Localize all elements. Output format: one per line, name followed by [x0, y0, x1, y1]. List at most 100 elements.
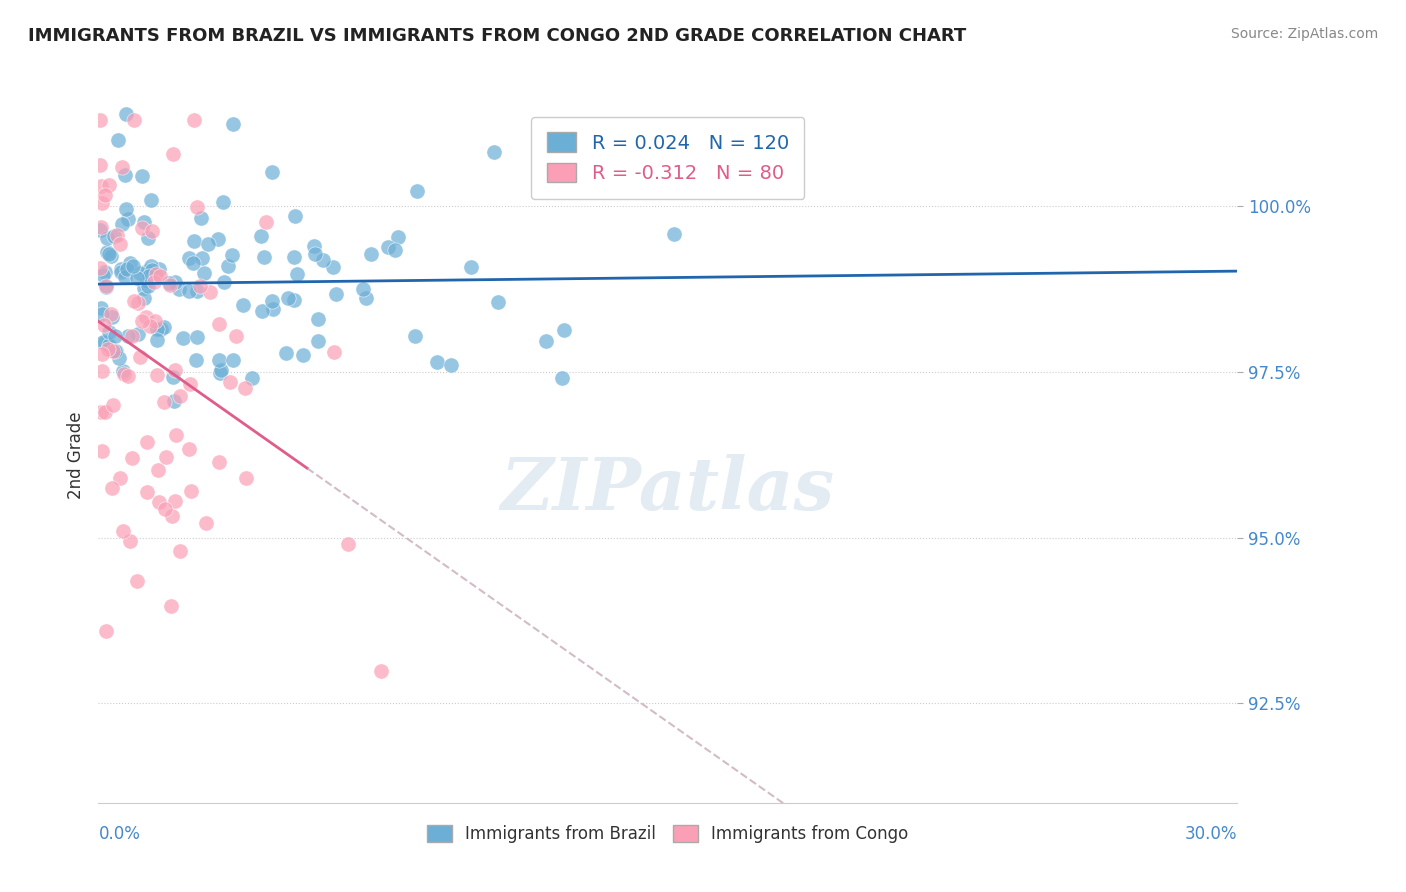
Point — [148, 495, 170, 509]
Point — [404, 329, 426, 343]
Point — [233, 381, 256, 395]
Point — [208, 366, 231, 380]
Point — [536, 334, 558, 348]
Point — [146, 368, 169, 382]
Point — [134, 291, 156, 305]
Point — [186, 200, 208, 214]
Point — [186, 330, 208, 344]
Legend: Immigrants from Brazil, Immigrants from Congo: Immigrants from Brazil, Immigrants from … — [420, 819, 915, 850]
Point — [94, 624, 117, 639]
Point — [103, 229, 125, 244]
Point — [97, 338, 120, 352]
Point — [91, 268, 114, 282]
Point — [307, 311, 329, 326]
Point — [90, 179, 112, 194]
Point — [232, 298, 254, 312]
Point — [105, 228, 128, 243]
Point — [406, 184, 429, 198]
Point — [91, 347, 114, 361]
Point — [101, 344, 124, 359]
Point — [121, 450, 143, 465]
Point — [89, 261, 111, 276]
Point — [96, 279, 118, 293]
Point — [222, 353, 245, 368]
Point — [486, 295, 509, 310]
Point — [360, 246, 382, 260]
Point — [117, 262, 139, 277]
Point — [111, 217, 134, 231]
Point — [132, 215, 155, 229]
Point — [212, 276, 235, 290]
Point — [183, 113, 205, 128]
Point — [129, 266, 152, 280]
Point — [136, 435, 159, 450]
Point — [120, 256, 142, 270]
Point — [162, 369, 184, 384]
Point — [352, 282, 374, 296]
Point — [93, 334, 115, 349]
Point — [179, 377, 201, 392]
Point — [98, 247, 121, 261]
Point — [165, 276, 187, 290]
Point — [146, 322, 169, 336]
Point — [262, 301, 284, 316]
Point — [162, 147, 184, 161]
Point — [207, 232, 229, 246]
Point — [141, 224, 163, 238]
Point — [104, 329, 127, 343]
Point — [307, 334, 329, 348]
Point — [131, 220, 153, 235]
Point — [217, 259, 239, 273]
Point — [96, 245, 118, 260]
Point — [114, 269, 136, 284]
Point — [193, 266, 215, 280]
Point — [304, 247, 326, 261]
Point — [89, 113, 111, 128]
Point — [91, 443, 114, 458]
Point — [90, 364, 112, 378]
Point — [208, 455, 231, 469]
Point — [180, 484, 202, 499]
Point — [145, 267, 167, 281]
Point — [107, 351, 129, 366]
Point — [235, 471, 257, 485]
Point — [208, 317, 231, 331]
Text: ZIPatlas: ZIPatlas — [501, 454, 835, 525]
Point — [110, 262, 132, 277]
Point — [131, 313, 153, 327]
Point — [136, 231, 159, 245]
Point — [117, 329, 139, 343]
Point — [117, 369, 139, 384]
Point — [179, 251, 201, 265]
Point — [134, 281, 156, 295]
Point — [426, 355, 449, 369]
Point — [253, 250, 276, 264]
Point — [121, 329, 143, 343]
Point — [159, 277, 181, 292]
Point — [221, 248, 243, 262]
Point — [208, 352, 231, 367]
Point — [157, 276, 180, 290]
Point — [97, 178, 120, 193]
Point — [325, 287, 347, 301]
Point — [153, 394, 176, 409]
Point — [322, 260, 344, 274]
Point — [274, 346, 297, 360]
Point — [139, 319, 162, 334]
Point — [188, 279, 211, 293]
Point — [90, 220, 112, 235]
Point — [169, 544, 191, 558]
Point — [136, 279, 159, 293]
Y-axis label: 2nd Grade: 2nd Grade — [66, 411, 84, 499]
Point — [90, 405, 112, 419]
Point — [186, 284, 208, 298]
Point — [89, 158, 111, 172]
Point — [312, 253, 335, 268]
Point — [155, 502, 177, 516]
Point — [122, 113, 145, 128]
Point — [143, 313, 166, 327]
Text: 0.0%: 0.0% — [98, 825, 141, 843]
Point — [96, 280, 118, 294]
Point — [122, 294, 145, 309]
Point — [322, 344, 344, 359]
